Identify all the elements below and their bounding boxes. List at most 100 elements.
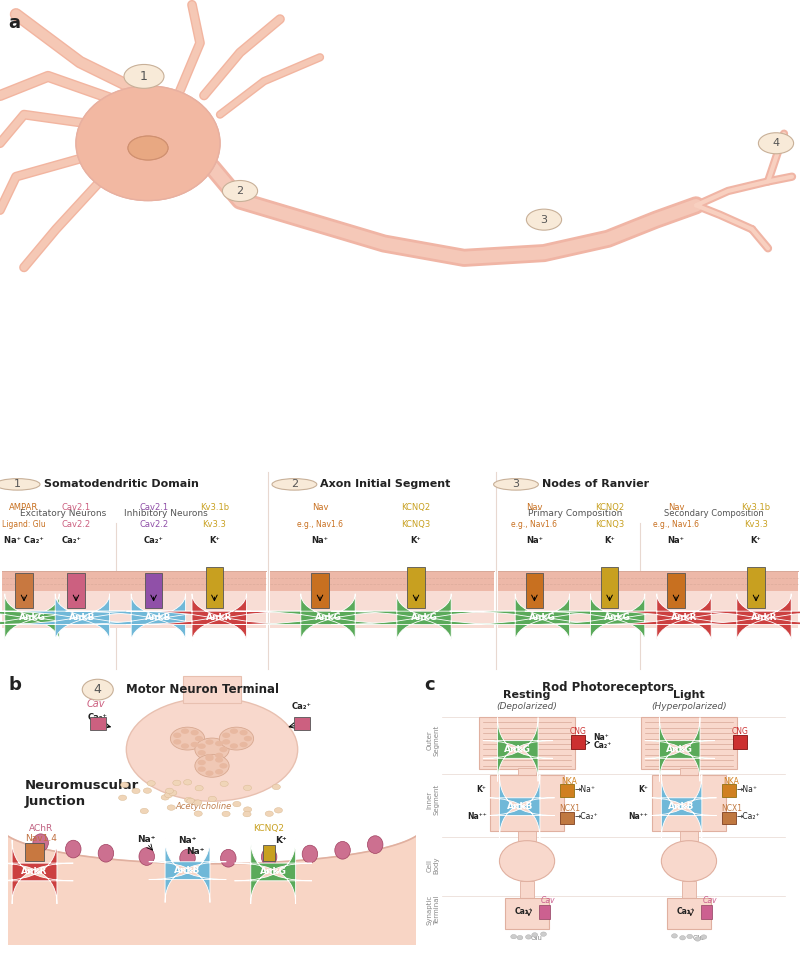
Circle shape: [222, 732, 230, 738]
Text: AnkG: AnkG: [410, 613, 438, 623]
Bar: [67, 573, 85, 607]
Bar: [490, 775, 564, 831]
Bar: [526, 573, 543, 607]
Text: Na⁺: Na⁺: [526, 537, 543, 545]
Text: AnkB: AnkB: [174, 866, 201, 875]
FancyBboxPatch shape: [0, 594, 125, 642]
Text: Ca₂⁺: Ca₂⁺: [594, 741, 611, 750]
Circle shape: [140, 808, 148, 814]
Circle shape: [510, 935, 517, 939]
Text: AMPAR: AMPAR: [10, 503, 38, 513]
Ellipse shape: [128, 136, 168, 159]
Text: Cav2.1: Cav2.1: [62, 503, 90, 513]
Bar: [270, 570, 494, 591]
Circle shape: [166, 788, 174, 794]
Circle shape: [161, 795, 170, 800]
Text: 1: 1: [140, 70, 148, 83]
Circle shape: [195, 754, 229, 777]
Text: AnkG: AnkG: [18, 613, 46, 623]
Text: AnkG: AnkG: [314, 613, 342, 623]
Text: Kv3.3: Kv3.3: [202, 520, 226, 529]
Ellipse shape: [180, 849, 195, 867]
Text: AnkB: AnkB: [146, 613, 171, 623]
Text: 4: 4: [773, 138, 779, 148]
Circle shape: [169, 790, 177, 796]
Circle shape: [118, 796, 126, 800]
Text: a: a: [8, 14, 20, 32]
Text: AnkG: AnkG: [529, 613, 556, 623]
Text: Motor Neuron Terminal: Motor Neuron Terminal: [126, 683, 279, 696]
Circle shape: [173, 732, 182, 738]
Text: (Depolarized): (Depolarized): [497, 702, 558, 711]
Text: AnkB: AnkB: [506, 802, 533, 811]
Text: Ca₂⁺: Ca₂⁺: [88, 712, 108, 722]
Circle shape: [215, 753, 223, 758]
Circle shape: [680, 936, 686, 940]
Text: AnkG: AnkG: [260, 867, 286, 877]
Circle shape: [185, 797, 193, 803]
Text: e.g., Nav1.6: e.g., Nav1.6: [297, 520, 343, 529]
Text: Resting: Resting: [503, 690, 550, 700]
Bar: [311, 573, 329, 607]
Text: Na⁺: Na⁺: [138, 835, 156, 844]
Text: Na⁺ Ca₂⁺: Na⁺ Ca₂⁺: [4, 537, 44, 545]
Circle shape: [190, 730, 198, 735]
Text: AnkR: AnkR: [671, 613, 697, 623]
Circle shape: [206, 754, 214, 759]
Circle shape: [671, 934, 678, 938]
Text: Inner
Segment: Inner Segment: [426, 784, 440, 816]
FancyBboxPatch shape: [234, 840, 312, 904]
Bar: [145, 573, 162, 607]
Text: Acetylcholine: Acetylcholine: [176, 802, 232, 812]
Text: Ca₂⁺: Ca₂⁺: [62, 537, 82, 545]
Text: Cav: Cav: [86, 699, 105, 710]
Bar: [560, 812, 574, 824]
Text: Na⁺⁺: Na⁺⁺: [467, 812, 486, 821]
Ellipse shape: [76, 86, 220, 201]
Bar: [518, 768, 536, 775]
Bar: [407, 566, 425, 607]
Circle shape: [219, 763, 227, 769]
Ellipse shape: [126, 698, 298, 801]
Circle shape: [526, 209, 562, 230]
Text: 3: 3: [541, 215, 547, 224]
Circle shape: [198, 767, 206, 772]
Text: Excitatory Neurons: Excitatory Neurons: [20, 509, 106, 518]
FancyBboxPatch shape: [525, 594, 710, 642]
Text: 4: 4: [94, 683, 102, 696]
Circle shape: [526, 935, 531, 939]
Text: Ca₂⁺: Ca₂⁺: [514, 907, 533, 916]
Circle shape: [173, 739, 182, 745]
Text: AnkR: AnkR: [206, 613, 232, 623]
Text: →Na⁺: →Na⁺: [575, 785, 596, 794]
Bar: [518, 831, 536, 840]
Text: →Ca₂⁺: →Ca₂⁺: [575, 812, 598, 821]
Text: Rod Photoreceptors: Rod Photoreceptors: [542, 682, 674, 694]
Bar: [667, 898, 711, 929]
Ellipse shape: [221, 849, 236, 867]
Text: NCX1: NCX1: [721, 804, 742, 813]
Text: CNG: CNG: [732, 728, 749, 736]
Text: Nav: Nav: [668, 503, 684, 513]
Bar: [667, 573, 685, 607]
Ellipse shape: [367, 836, 383, 854]
Bar: [263, 845, 275, 861]
Circle shape: [517, 936, 523, 940]
FancyBboxPatch shape: [149, 838, 226, 902]
Circle shape: [758, 133, 794, 154]
FancyBboxPatch shape: [126, 594, 312, 642]
Bar: [560, 784, 574, 797]
Circle shape: [195, 736, 203, 741]
Bar: [680, 831, 698, 840]
Text: Cav2.1: Cav2.1: [139, 503, 168, 513]
Circle shape: [173, 780, 181, 786]
Text: Nav: Nav: [312, 503, 328, 513]
Text: Axon Initial Segment: Axon Initial Segment: [320, 479, 450, 489]
Text: b: b: [8, 676, 21, 694]
Text: K⁺: K⁺: [604, 537, 615, 545]
Bar: [682, 881, 696, 898]
Circle shape: [206, 739, 214, 745]
Circle shape: [215, 769, 223, 775]
Text: AnkG: AnkG: [604, 613, 631, 623]
Circle shape: [222, 739, 230, 745]
